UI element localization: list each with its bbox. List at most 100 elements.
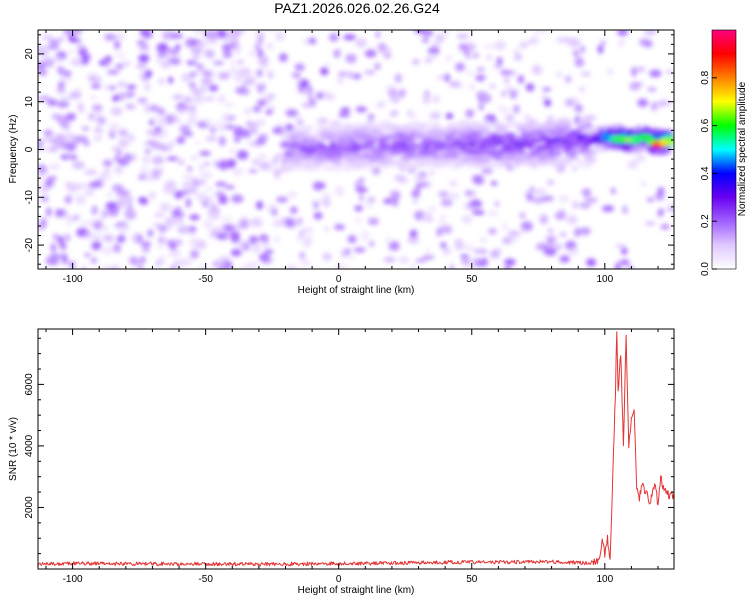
heatmap-noise-cell (117, 223, 130, 234)
heatmap-signal-cell (639, 144, 648, 152)
heatmap-signal-cell (491, 152, 504, 161)
heatmap-noise-cell (64, 153, 72, 160)
heatmap-signal-cell (554, 130, 567, 138)
heatmap-noise-cell (194, 92, 202, 97)
heatmap-noise-cell (210, 126, 216, 135)
heatmap-noise-cell (640, 181, 647, 187)
heatmap-signal-cell (344, 128, 354, 133)
heatmap-noise-cell (189, 214, 200, 221)
heatmap-noise-cell (156, 244, 166, 250)
heatmap-noise-cell (343, 34, 357, 41)
figure-title: PAZ1.2026.026.02.26.G24 (274, 0, 440, 16)
heatmap-noise-cell (507, 230, 520, 238)
heatmap-noise-cell (217, 264, 230, 269)
heatmap-noise-cell (38, 50, 49, 57)
heatmap-signal-cell (366, 121, 378, 131)
heatmap-x-ticks: -100 -50 0 50 100 (45, 30, 659, 285)
heatmap-noise-cell (536, 245, 542, 251)
heatmap-noise-cell (204, 49, 215, 59)
heatmap-noise-cell (217, 94, 226, 104)
colorbar-gradient (712, 30, 736, 269)
heatmap-noise-cell (48, 258, 60, 266)
heatmap-noise-cell (233, 194, 244, 204)
heatmap-noise-cell (97, 76, 103, 84)
heatmap-signal-cell (609, 131, 619, 135)
heatmap-y-tick-label: -20 (24, 237, 35, 252)
heatmap-noise-cell (440, 225, 453, 234)
heatmap-noise-cell (104, 33, 117, 41)
heatmap-noise-cell (566, 248, 580, 255)
heatmap-noise-cell (139, 43, 149, 50)
heatmap-noise-cell (101, 246, 114, 255)
heatmap-noise-cell (468, 83, 476, 91)
heatmap-signal-cell (532, 149, 538, 154)
heatmap-noise-cell (92, 104, 103, 111)
snr-x-ticks: -100 -50 0 50 100 (45, 329, 659, 585)
heatmap-noise-cell (647, 87, 657, 92)
heatmap-noise-cell (520, 228, 526, 235)
heatmap-noise-cell (70, 57, 84, 67)
heatmap-noise-cell (359, 231, 371, 241)
heatmap-noise-cell (643, 39, 654, 48)
heatmap-noise-cell (182, 174, 194, 181)
heatmap-noise-cell (187, 166, 193, 172)
heatmap-noise-cell (431, 42, 441, 49)
heatmap-noise-cell (208, 30, 219, 40)
heatmap-noise-cell (139, 70, 146, 81)
heatmap-noise-cell (65, 113, 76, 122)
heatmap-signal-cell (407, 143, 418, 150)
heatmap-noise-cell (224, 102, 234, 107)
heatmap-noise-cell (424, 57, 433, 63)
heatmap-signal-cell (554, 160, 563, 166)
heatmap-noise-cell (175, 44, 181, 50)
heatmap-noise-cell (665, 69, 673, 75)
heatmap-noise-cell (503, 266, 512, 269)
heatmap-noise-cell (138, 174, 147, 180)
heatmap-noise-cell (324, 92, 336, 101)
heatmap-noise-cell (398, 256, 410, 264)
heatmap-noise-cell (146, 129, 153, 135)
heatmap-noise-cell (160, 129, 169, 138)
heatmap-noise-cell (60, 95, 73, 102)
heatmap-signal-cell (302, 130, 309, 138)
heatmap-noise-cell (249, 243, 262, 254)
heatmap-noise-cell (168, 249, 182, 258)
heatmap-noise-cell (310, 199, 317, 204)
heatmap-noise-cell (299, 252, 305, 259)
heatmap-signal-cell (435, 158, 448, 163)
heatmap-noise-cell (644, 221, 656, 226)
heatmap-noise-cell (481, 237, 487, 243)
heatmap-signal-cell (333, 144, 347, 152)
heatmap-noise-cell (92, 232, 102, 242)
heatmap-noise-cell (267, 30, 275, 33)
heatmap-noise-cell (636, 66, 646, 73)
heatmap-noise-cell (188, 112, 198, 120)
heatmap-noise-cell (159, 224, 167, 234)
heatmap-noise-cell (564, 98, 574, 107)
heatmap-noise-cell (206, 186, 213, 192)
heatmap-noise-cell (300, 258, 311, 266)
heatmap-noise-cell (100, 117, 107, 125)
heatmap-signal-cell (329, 141, 336, 149)
heatmap-noise-cell (465, 109, 475, 118)
heatmap-noise-cell (291, 73, 301, 78)
heatmap-noise-cell (660, 224, 670, 230)
heatmap-noise-cell (113, 31, 126, 42)
heatmap-noise-cell (355, 186, 368, 193)
heatmap-noise-cell (218, 135, 226, 146)
heatmap-noise-cell (531, 34, 539, 43)
heatmap-noise-cell (91, 205, 98, 216)
heatmap-noise-cell (67, 142, 75, 153)
heatmap-noise-cell (657, 99, 669, 107)
heatmap-noise-cell (579, 202, 591, 209)
heatmap-noise-cell (112, 95, 119, 102)
colorbar-ticks: 0.0 0.2 0.4 0.6 0.8 (700, 29, 737, 276)
heatmap-noise-cell (167, 140, 176, 147)
heatmap-noise-cell (600, 40, 606, 46)
heatmap-noise-cell (363, 201, 374, 209)
heatmap-noise-cell (548, 228, 553, 234)
heatmap-signal-cell (649, 133, 659, 137)
line-plot-background (38, 329, 674, 569)
heatmap-noise-cell (80, 220, 86, 226)
heatmap-signal-cell (352, 157, 363, 164)
